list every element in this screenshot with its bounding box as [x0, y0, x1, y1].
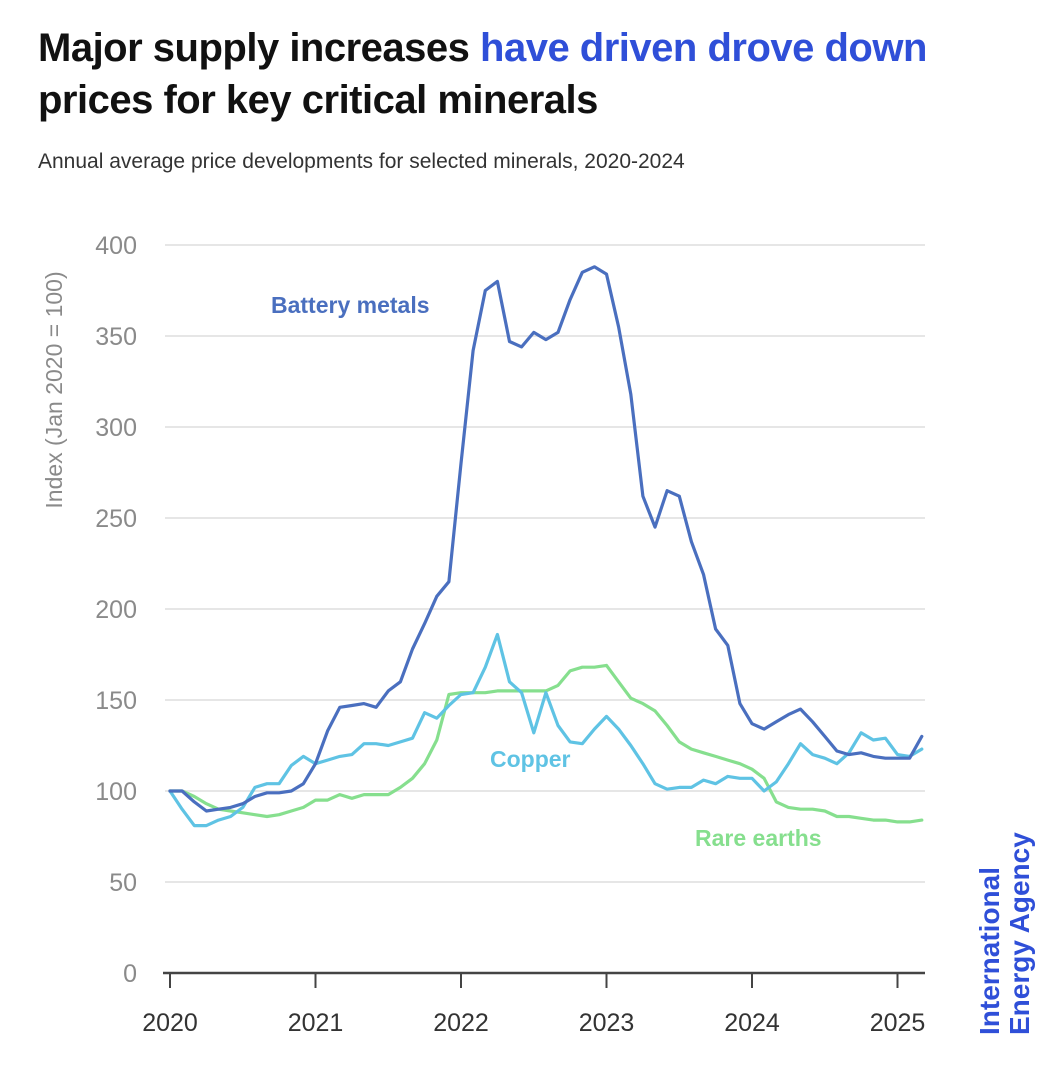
- series-label-copper: Copper: [490, 746, 571, 772]
- source-credit: International Energy Agency: [974, 832, 1035, 1035]
- series-lines: [168, 265, 924, 828]
- y-axis-title: Index (Jan 2020 = 100): [41, 271, 67, 508]
- y-tick-label: 250: [95, 505, 137, 533]
- y-tick-label: 100: [95, 778, 137, 806]
- title-part-2: prices for key critical minerals: [38, 78, 598, 122]
- x-tick-label: 2020: [142, 1009, 198, 1037]
- y-tick-label: 350: [95, 323, 137, 351]
- x-tick-label: 2021: [288, 1009, 344, 1037]
- series-label-rare-earths: Rare earths: [695, 825, 822, 851]
- y-tick-label: 0: [123, 960, 137, 988]
- x-tick-label: 2022: [433, 1009, 489, 1037]
- x-tick-label: 2025: [870, 1009, 926, 1037]
- series-labels: Battery metals Copper Rare earths: [271, 292, 822, 851]
- y-tick-label: 200: [95, 596, 137, 624]
- y-tick-label: 50: [109, 869, 137, 897]
- y-tick-label: 150: [95, 687, 137, 715]
- axes: 0 50 100 150 200 250 300 350 400 2020 2021 2022 2023…: [95, 232, 925, 1037]
- series-line-rare-earths: [168, 663, 924, 824]
- y-tick-label: 300: [95, 414, 137, 442]
- title-highlight: have driven drove down: [480, 26, 927, 70]
- series-line-copper: [168, 632, 924, 828]
- chart-title: Major supply increases have driven drove…: [38, 22, 938, 126]
- y-tick-label: 400: [95, 232, 137, 260]
- title-part-1: Major supply increases: [38, 26, 481, 70]
- x-tick-label: 2023: [579, 1009, 635, 1037]
- source-line-2: Energy Agency: [1004, 832, 1035, 1035]
- x-tick-label: 2024: [724, 1009, 780, 1037]
- series-label-battery-metals: Battery metals: [271, 292, 430, 318]
- series-line-battery-metals: [168, 265, 924, 813]
- source-line-1: International: [974, 866, 1005, 1035]
- chart-subtitle: Annual average price developments for se…: [38, 150, 685, 173]
